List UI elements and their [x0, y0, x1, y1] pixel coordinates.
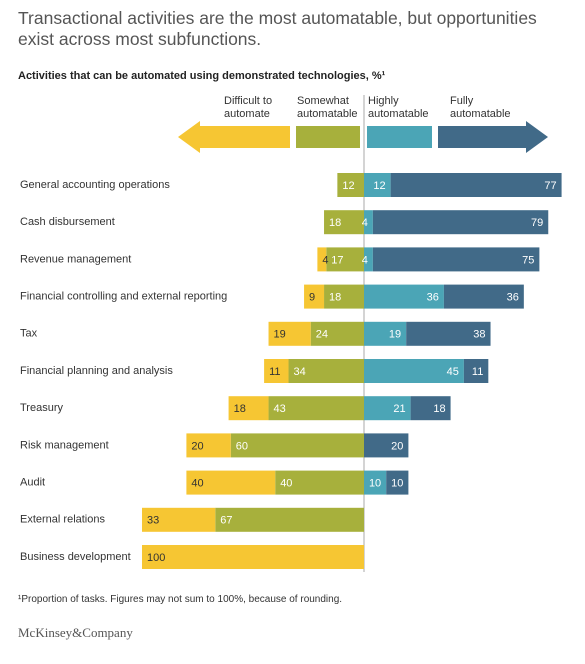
- value-label: 18: [433, 403, 445, 415]
- value-label: 77: [544, 180, 556, 192]
- bar-segment: [304, 284, 325, 309]
- value-label: 21: [393, 403, 405, 415]
- bar-segment: [268, 396, 364, 421]
- category-label: Tax: [20, 328, 38, 340]
- value-label: 19: [274, 329, 286, 341]
- bar-segment: [324, 210, 364, 235]
- bar-segment: [410, 396, 451, 421]
- value-label: 38: [473, 329, 485, 341]
- legend-swatch: [178, 121, 290, 153]
- bar-segment: [406, 321, 491, 346]
- category-label: Financial planning and analysis: [20, 365, 173, 377]
- category-label: Treasury: [20, 402, 63, 414]
- bar-segment: [228, 396, 269, 421]
- value-label: 36: [507, 292, 519, 304]
- bar-segment: [364, 396, 411, 421]
- value-label: 10: [391, 478, 403, 490]
- bar-segment: [443, 284, 524, 309]
- bar-segment: [364, 210, 373, 235]
- bar-segment: [275, 470, 364, 495]
- category-label: Cash disbursement: [20, 216, 115, 228]
- category-label: External relations: [20, 514, 105, 526]
- category-label: General accounting operations: [20, 179, 170, 191]
- bar-segment: [364, 359, 464, 383]
- legend-label: Somewhat automatable: [297, 95, 358, 120]
- bar-segment: [186, 470, 276, 495]
- legend-label: Difficult to automate: [224, 95, 273, 120]
- bar-segment: [337, 173, 364, 197]
- legend-swatch: [296, 126, 360, 148]
- value-label: 17: [331, 254, 343, 266]
- bar-segment: [364, 247, 373, 272]
- bar-segment: [215, 507, 364, 532]
- legend-label: Highly automatable: [368, 95, 429, 120]
- bar-segment: [288, 359, 364, 383]
- value-label: 75: [522, 254, 534, 266]
- value-label: 12: [342, 180, 354, 192]
- legend-label: Fully automatable: [450, 95, 511, 120]
- category-label: Financial controlling and external repor…: [20, 291, 227, 303]
- value-label: 40: [191, 478, 203, 490]
- bar-segment: [372, 210, 549, 235]
- bar-segment: [142, 545, 364, 569]
- bar-segment: [264, 359, 289, 383]
- value-label: 20: [391, 440, 403, 452]
- value-label: 34: [294, 366, 306, 378]
- bar-segment: [326, 247, 364, 272]
- bar-segment: [268, 321, 311, 346]
- bar-segment: [390, 173, 562, 197]
- bar-segment: [317, 247, 327, 272]
- value-label: 10: [369, 478, 381, 490]
- value-label: 4: [362, 254, 368, 266]
- value-label: 4: [322, 254, 328, 266]
- chart-subtitle: Activities that can be automated using d…: [18, 70, 386, 82]
- value-label: 11: [472, 366, 483, 378]
- bar-segment: [364, 433, 409, 458]
- value-label: 19: [389, 329, 401, 341]
- value-label: 43: [274, 403, 286, 415]
- value-label: 36: [427, 292, 439, 304]
- value-label: 20: [191, 440, 203, 452]
- value-label: 24: [316, 329, 328, 341]
- value-label: 40: [280, 478, 292, 490]
- footnote: ¹Proportion of tasks. Figures may not su…: [18, 594, 343, 605]
- source: McKinsey&Company: [18, 625, 133, 640]
- bar-segment: [230, 433, 364, 458]
- value-label: 45: [447, 366, 459, 378]
- bar-segment: [372, 247, 540, 272]
- bar-segment: [142, 507, 216, 532]
- bar-segment: [364, 321, 407, 346]
- bar-segment: [386, 470, 409, 495]
- value-label: 60: [236, 440, 248, 452]
- value-label: 18: [329, 292, 341, 304]
- bar-segment: [324, 284, 364, 309]
- category-label: Risk management: [20, 439, 109, 451]
- bar-segment: [364, 173, 391, 197]
- value-label: 18: [329, 217, 341, 229]
- value-label: 100: [147, 552, 165, 564]
- chart-title: Transactional activities are the most au…: [18, 8, 537, 49]
- value-label: 67: [220, 515, 232, 527]
- bar-segment: [310, 321, 364, 346]
- legend-swatch: [438, 121, 548, 153]
- value-label: 79: [531, 217, 543, 229]
- value-label: 4: [362, 217, 368, 229]
- legend-swatch: [367, 126, 432, 148]
- category-label: Revenue management: [20, 253, 131, 265]
- value-label: 18: [234, 403, 246, 415]
- bar-segment: [186, 433, 231, 458]
- value-label: 33: [147, 515, 159, 527]
- bar-segment: [364, 470, 387, 495]
- value-label: 12: [373, 180, 385, 192]
- bar-segment: [364, 284, 444, 309]
- category-label: Audit: [20, 477, 45, 489]
- value-label: 9: [309, 292, 315, 304]
- value-label: 11: [269, 366, 280, 378]
- category-label: Business development: [20, 551, 131, 563]
- bar-segment: [463, 359, 489, 383]
